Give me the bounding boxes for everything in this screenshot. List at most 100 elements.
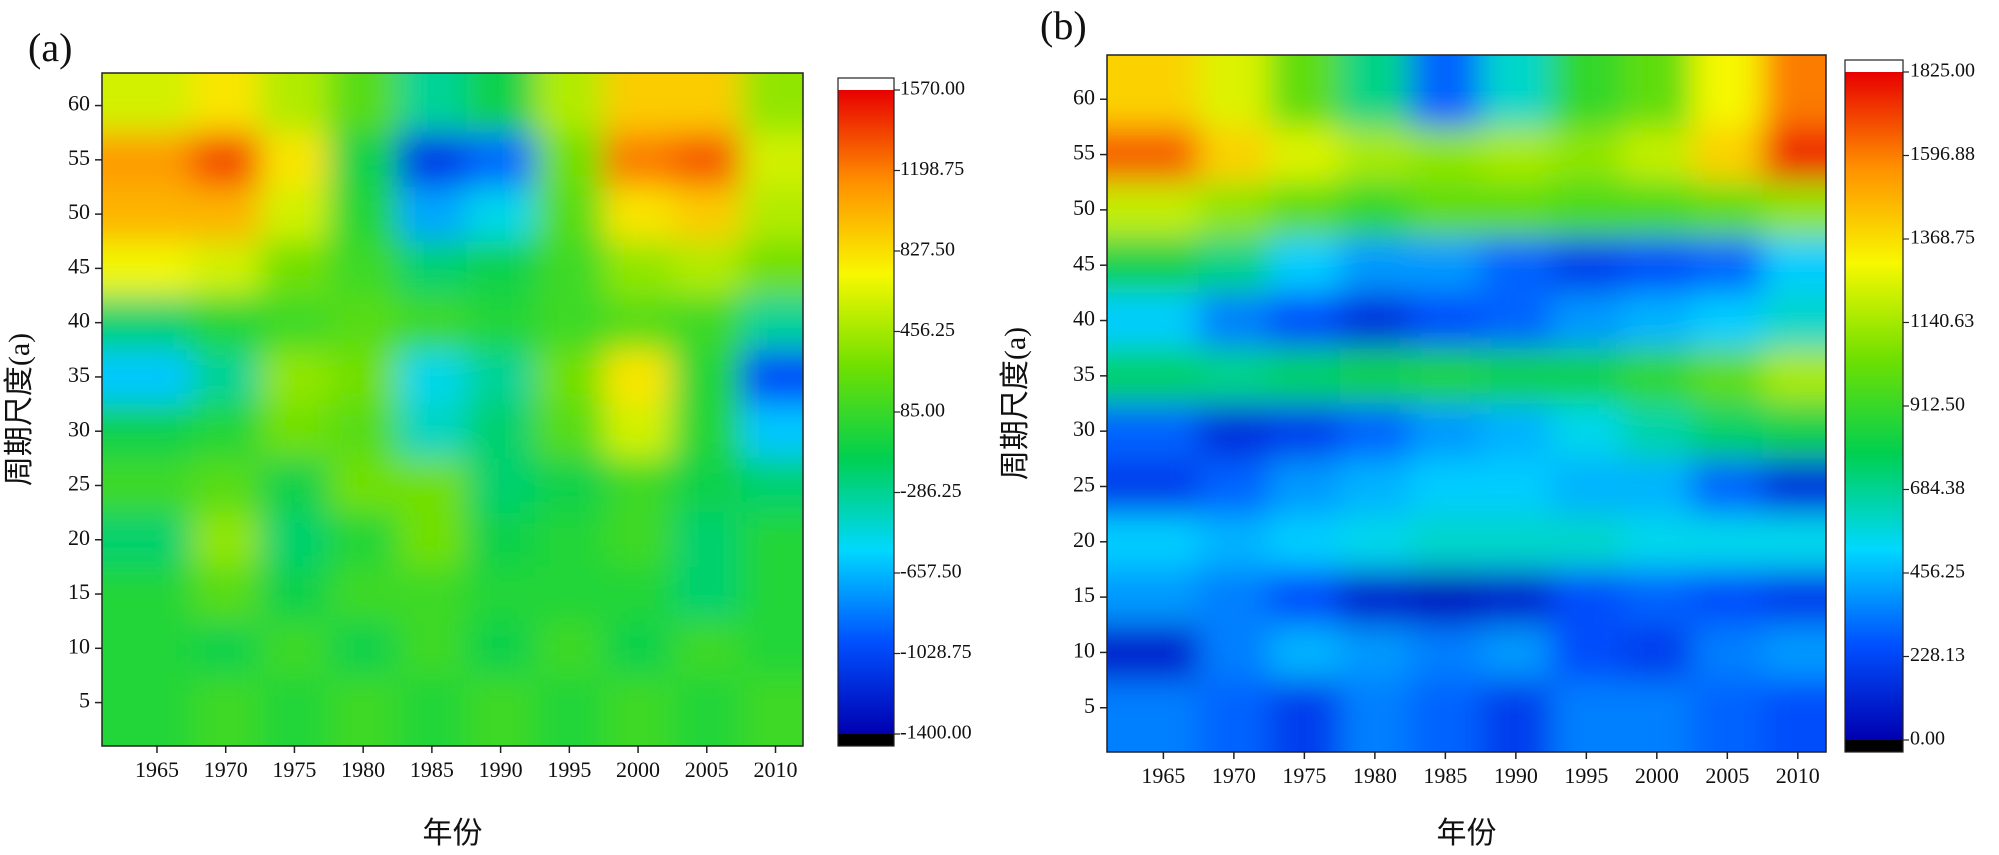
heat-cell — [1269, 126, 1341, 184]
heat-cell — [397, 458, 468, 514]
heat-cell — [102, 404, 193, 460]
heat-cell — [1410, 403, 1482, 460]
heat-cell — [260, 566, 330, 623]
x-tick-label: 2010 — [1776, 763, 1820, 788]
heat-cell — [1198, 126, 1271, 184]
heat-cell — [1621, 55, 1694, 128]
y-tick-label: 25 — [1073, 472, 1095, 497]
heat-cell — [1339, 126, 1412, 184]
x-tick-label: 2005 — [685, 757, 729, 782]
heat-cell — [466, 566, 536, 623]
heat-cell — [603, 404, 674, 460]
heat-cell — [1480, 680, 1553, 752]
heat-cell — [1339, 348, 1412, 405]
heat-cell — [1107, 237, 1200, 294]
heat-cell — [1692, 458, 1764, 516]
heat-cell — [1410, 126, 1482, 184]
heat-cell — [1692, 624, 1764, 682]
heat-cell — [1480, 182, 1553, 239]
heat-cell — [1107, 624, 1200, 682]
colorbar-tick-label: 827.50 — [900, 239, 955, 261]
heat-cell — [260, 621, 330, 677]
heat-cell — [1339, 55, 1412, 128]
y-axis-title: 周期尺度(a) — [999, 327, 1032, 480]
heat-cell — [603, 566, 674, 623]
heat-cell — [191, 404, 262, 460]
heat-cell — [1339, 182, 1412, 239]
heat-cell — [191, 132, 262, 188]
heat-cell — [397, 349, 468, 406]
heat-cell — [1410, 624, 1482, 682]
heat-cell — [260, 132, 330, 188]
heat-cell — [672, 132, 743, 188]
heat-cell — [1339, 624, 1412, 682]
heat-cell — [534, 566, 605, 623]
heat-cell — [328, 295, 399, 351]
heat-cell — [1480, 126, 1553, 184]
heat-cell — [672, 621, 743, 677]
heat-cell — [741, 349, 803, 406]
heat-cell — [534, 512, 605, 568]
x-tick-label: 1975 — [272, 757, 316, 782]
heat-cell — [672, 512, 743, 568]
heat-cell — [1551, 126, 1623, 184]
heatmap — [102, 73, 803, 746]
heat-cell — [102, 458, 193, 514]
heat-cell — [741, 512, 803, 568]
heat-cell — [1551, 514, 1623, 571]
heat-cell — [1339, 403, 1412, 460]
heat-cell — [1621, 403, 1694, 460]
heat-cell — [397, 621, 468, 677]
colorbar-tick-label: 456.25 — [1910, 561, 1965, 583]
heat-cell — [191, 241, 262, 297]
colorbar-cap-bottom — [838, 734, 894, 746]
heat-cell — [328, 349, 399, 406]
heat-cell — [741, 675, 803, 746]
y-tick-label: 20 — [1073, 527, 1095, 552]
heat-cell — [1762, 458, 1826, 516]
heat-cell — [328, 512, 399, 568]
heat-cell — [603, 349, 674, 406]
heat-cell — [603, 512, 674, 568]
heat-cell — [466, 404, 536, 460]
heat-cell — [191, 349, 262, 406]
heat-cell — [1621, 569, 1694, 626]
heat-cell — [1107, 348, 1200, 405]
heat-cell — [260, 73, 330, 134]
heat-cell — [741, 404, 803, 460]
colorbar-tick-label: -1028.75 — [900, 641, 972, 663]
heat-cell — [397, 404, 468, 460]
heat-cell — [1269, 680, 1341, 752]
heat-cell — [1198, 624, 1271, 682]
y-tick-label: 15 — [68, 579, 90, 604]
heat-cell — [466, 73, 536, 134]
heat-cell — [1410, 237, 1482, 294]
heat-cell — [328, 621, 399, 677]
heat-cell — [102, 566, 193, 623]
heat-cell — [1480, 403, 1553, 460]
heat-cell — [672, 675, 743, 746]
heat-cell — [534, 458, 605, 514]
heat-cell — [328, 132, 399, 188]
heat-cell — [1762, 348, 1826, 405]
x-tick-label: 1970 — [1212, 763, 1256, 788]
colorbar-tick-label: 0.00 — [1910, 728, 1945, 750]
heat-cell — [260, 675, 330, 746]
y-tick-label: 45 — [1073, 250, 1095, 275]
heat-cell — [1269, 237, 1341, 294]
heat-cell — [1410, 182, 1482, 239]
heat-cell — [603, 186, 674, 243]
x-tick-label: 1965 — [135, 757, 179, 782]
heat-cell — [603, 621, 674, 677]
y-tick-label: 40 — [68, 308, 90, 333]
x-tick-label: 1985 — [1423, 763, 1467, 788]
heat-cell — [1107, 126, 1200, 184]
heat-cell — [1339, 514, 1412, 571]
colorbar-tick-label: 1825.00 — [1910, 60, 1975, 82]
heat-cell — [328, 73, 399, 134]
y-tick-label: 30 — [68, 416, 90, 441]
heat-cell — [1107, 680, 1200, 752]
panel-label: (b) — [1040, 3, 1087, 48]
heat-cell — [534, 675, 605, 746]
y-tick-label: 60 — [1073, 84, 1095, 109]
